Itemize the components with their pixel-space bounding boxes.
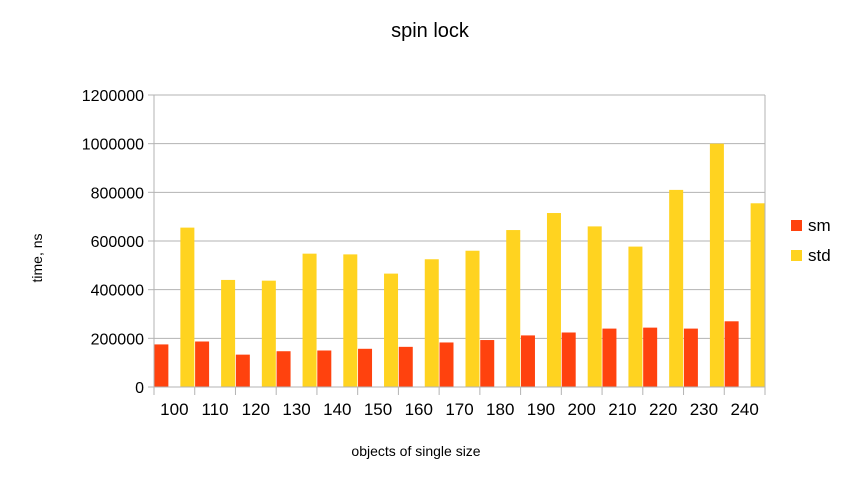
legend-swatch-sm: [791, 220, 802, 231]
axes: [148, 94, 766, 395]
bar-std-160: [424, 259, 439, 387]
x-tick-label: 170: [445, 400, 473, 419]
bar-sm-170: [439, 342, 454, 387]
bar-std-170: [465, 250, 480, 387]
bar-sm-160: [398, 346, 413, 387]
y-tick-label: 600000: [91, 234, 144, 251]
y-tick-label: 400000: [91, 283, 144, 300]
x-tick-label: 160: [405, 400, 433, 419]
x-tick-label: 240: [730, 400, 758, 419]
bar-sm-130: [276, 351, 291, 387]
y-tick-label: 0: [135, 380, 144, 397]
bar-sm-190: [520, 335, 535, 387]
bar-std-140: [343, 254, 358, 387]
bar-sm-140: [317, 350, 332, 387]
y-tick-label: 1000000: [82, 137, 144, 154]
x-tick-label: 140: [323, 400, 351, 419]
bar-std-220: [669, 189, 684, 387]
bar-sm-150: [358, 348, 373, 387]
bar-sm-110: [195, 341, 210, 387]
bar-sm-180: [480, 340, 495, 387]
bar-std-120: [261, 280, 276, 387]
bars: [154, 143, 765, 387]
bar-sm-120: [235, 354, 250, 387]
x-tick-label: 200: [568, 400, 596, 419]
y-tick-label: 1200000: [82, 88, 144, 105]
bar-std-130: [302, 253, 317, 387]
bar-sm-210: [602, 328, 617, 387]
bar-std-190: [546, 213, 561, 387]
bar-std-200: [587, 226, 602, 387]
bar-std-110: [221, 279, 236, 387]
bar-std-210: [628, 246, 643, 387]
x-tick-label: 230: [690, 400, 718, 419]
legend-label-std: std: [808, 246, 831, 265]
x-tick-labels: 100 110 120 130 140 150 160 170 180 190 200 210 220 2…: [160, 400, 759, 419]
y-tick-label: 200000: [91, 331, 144, 348]
grid-lines: [154, 94, 765, 339]
y-tick-label: 800000: [91, 185, 144, 202]
x-tick-label: 190: [527, 400, 555, 419]
bar-sm-100: [154, 344, 169, 387]
bar-std-100: [180, 227, 195, 387]
legend-label-sm: sm: [808, 216, 831, 235]
x-tick-label: 100: [160, 400, 188, 419]
chart-title: spin lock: [391, 20, 470, 42]
x-tick-label: 120: [242, 400, 270, 419]
bar-std-180: [506, 230, 521, 387]
bar-sm-200: [561, 332, 576, 387]
x-tick-label: 150: [364, 400, 392, 419]
bar-std-230: [709, 143, 724, 387]
legend: sm std: [791, 216, 831, 265]
x-tick-label: 180: [486, 400, 514, 419]
legend-swatch-std: [791, 250, 802, 261]
x-tick-label: 110: [202, 400, 229, 419]
bar-std-150: [384, 273, 399, 387]
bar-sm-230: [683, 328, 698, 387]
bar-std-240: [750, 203, 765, 387]
x-tick-label: 130: [282, 400, 310, 419]
y-axis-label: time, ns: [29, 233, 45, 282]
bar-sm-240: [724, 321, 739, 387]
x-axis-label: objects of single size: [351, 443, 480, 459]
x-tick-label: 210: [608, 400, 636, 419]
y-tick-labels: 0 200000 400000 600000 800000 1000000 1200000: [82, 88, 144, 397]
bar-sm-220: [643, 327, 658, 387]
x-tick-label: 220: [649, 400, 677, 419]
